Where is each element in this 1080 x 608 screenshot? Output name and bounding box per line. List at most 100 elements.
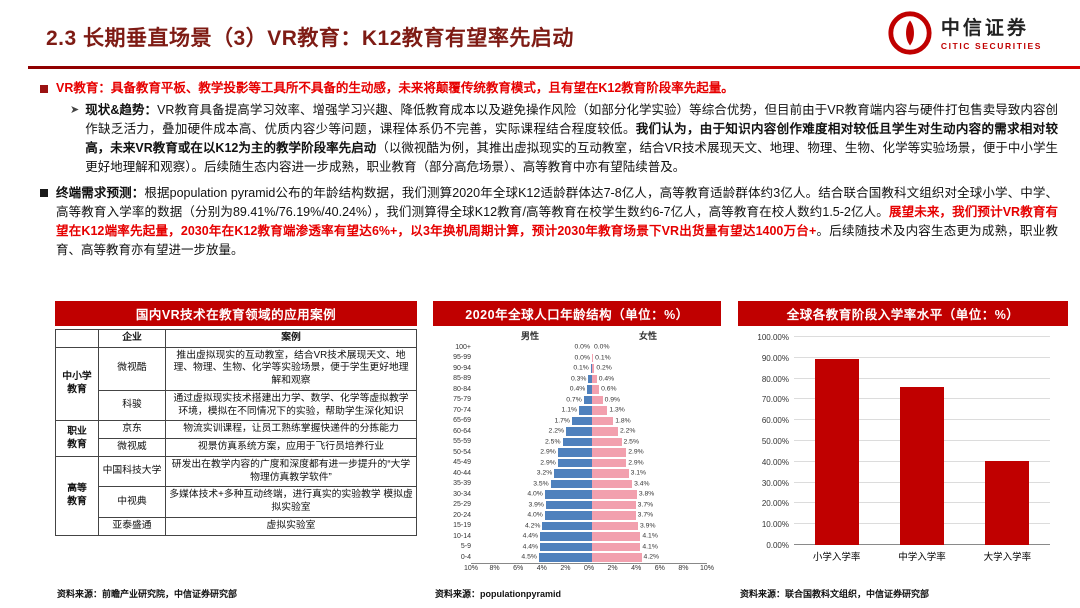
pyramid-row: 95-99 0.0% 0.1% — [439, 353, 715, 364]
pyramid-title: 2020年全球人口年龄结构（单位：%） — [433, 301, 721, 326]
logo-text-cn: 中信证券 — [940, 18, 1029, 40]
female-half: 0.0% — [592, 342, 710, 353]
female-bar — [592, 427, 618, 436]
male-bar — [538, 553, 592, 562]
x-tick-label: 6% — [513, 564, 524, 572]
female-half: 3.8% — [592, 489, 710, 500]
table-row: 中小学 教育 微视酷 推出虚拟现实的互动教室，结合VR技术展现天文、地理、物理、生物… — [55, 346, 417, 422]
female-bar — [592, 511, 636, 520]
male-half: 0.0% — [474, 342, 592, 353]
female-bar — [592, 385, 600, 394]
demand-forecast-seg2: 展望未来，我们预计VR教育有望在K12端率先起量，2030年在K12教育端渗透率… — [56, 204, 1058, 238]
bar-category-label: 中学入学率 — [898, 552, 946, 563]
male-value-label: 1.7% — [554, 417, 570, 425]
y-tick-label: 30.00% — [761, 478, 789, 488]
female-value-label: 0.0% — [594, 343, 610, 351]
pyramid-row: 85-89 0.3% 0.4% — [439, 374, 715, 385]
age-label: 60-64 — [453, 427, 471, 435]
female-bar — [592, 448, 627, 457]
pyramid-row: 70-74 1.1% 1.3% — [439, 405, 715, 416]
table-header-company: 企业 — [98, 329, 166, 348]
y-tick-label: 40.00% — [761, 457, 789, 467]
female-value-label: 3.7% — [637, 501, 654, 509]
table-row: 亚泰盛通 虚拟实验室 — [56, 516, 417, 536]
female-value-label: 2.9% — [628, 448, 644, 456]
table-case-cell: 多媒体技术+多种互动终端，进行真实的实验教学 模拟虚拟实验室 — [165, 486, 417, 518]
enrollment-bar-chart: 0.00% 10.00% 20.00% 30.00% 40.00% 50.00% 60.00… — [738, 333, 1068, 563]
bar-category-label: 小学入学率 — [812, 552, 861, 563]
pyramid-row: 80-84 0.4% 0.6% — [439, 384, 715, 395]
female-bar — [592, 353, 594, 362]
female-half: 0.2% — [592, 363, 710, 374]
gridline — [794, 336, 1050, 337]
x-tick-label: 4% — [536, 564, 547, 572]
female-half: 2.2% — [592, 426, 710, 437]
female-value-label: 1.8% — [615, 417, 631, 425]
table-row: 职业 教育 京东 物流实训课程，让员工熟练掌握快递件的分拣能力 — [55, 420, 417, 457]
male-value-label: 0.0% — [574, 354, 591, 362]
female-value-label: 0.2% — [596, 364, 612, 372]
bullet1-text: VR教育：具备教育平板、教学投影等工具所不具备的生动感，未来将颠覆传统教育模式，… — [56, 81, 734, 95]
enrollment-chart-title: 全球各教育阶段入学率水平（单位：%） — [738, 301, 1068, 326]
female-half: 4.1% — [592, 531, 710, 542]
female-half: 2.9% — [592, 458, 710, 469]
male-half: 1.1% — [474, 405, 592, 416]
pyramid-row: 75-79 0.7% 0.9% — [439, 395, 715, 406]
male-label: 男性 — [520, 331, 539, 341]
table-row: 科骏 通过虚拟现实技术搭建出力学、数学、化学等虚拟教学环境，模拟在不同情况下的实验… — [56, 389, 417, 422]
pyramid-row: 10-14 4.4% 4.1% — [439, 531, 715, 542]
logo-text-en: CITIC SECURITIES — [940, 41, 1042, 52]
pyramid-row: 15-19 4.2% 3.9% — [439, 521, 715, 532]
table-source: 资料来源：前瞻产业研究院，中信证券研究部 — [57, 589, 238, 599]
female-half: 1.3% — [592, 405, 710, 416]
male-bar — [566, 427, 592, 436]
x-tick-label: 2% — [560, 564, 571, 572]
bullet-status-trend: ➤ 现状&趋势：VR教育具备提高学习效率、增强学习兴趣、降低教育成本以及避免操作… — [70, 101, 1058, 177]
male-value-label: 2.5% — [545, 438, 561, 446]
female-value-label: 4.2% — [643, 553, 660, 561]
demand-forecast-label: 终端需求预测： — [56, 185, 145, 200]
male-half: 2.2% — [474, 426, 592, 437]
pyramid-row: 100+ 0.0% 0.0% — [439, 342, 715, 353]
male-bar — [571, 416, 592, 425]
male-value-label: 4.4% — [522, 543, 539, 551]
age-label: 0-4 — [460, 553, 471, 561]
status-trend-seg2: 我们认为，由于知识内容创作难度相对较低且学生对生动内容的需求相对较高，未来VR教… — [85, 121, 1058, 155]
male-bar — [557, 448, 592, 457]
x-tick-label: 6% — [654, 564, 665, 572]
citic-logo-icon — [887, 10, 933, 61]
x-tick-label: 8% — [678, 564, 689, 572]
citic-logo: 中信证券 CITIC SECURITIES — [887, 10, 1042, 61]
table-company-cell: 微视酷 — [98, 346, 166, 391]
female-bar — [592, 416, 614, 425]
female-half: 3.9% — [592, 521, 710, 532]
bar-大学入学率 — [985, 461, 1030, 545]
female-bar — [592, 395, 603, 404]
female-bar — [592, 542, 641, 551]
pyramid-row: 65-69 1.7% 1.8% — [439, 416, 715, 427]
x-tick-label: 8% — [489, 564, 500, 572]
male-bar — [588, 374, 592, 383]
age-label: 30-34 — [453, 490, 471, 498]
table-company-cell: 中视典 — [98, 486, 166, 518]
x-tick-label: 0% — [583, 564, 595, 572]
page-title: 2.3 长期垂直场景（3）VR教育：K12教育有望率先启动 — [46, 27, 574, 50]
age-label: 95-99 — [453, 354, 471, 362]
female-value-label: 4.1% — [642, 532, 658, 540]
female-bar — [592, 479, 633, 488]
male-value-label: 4.0% — [527, 490, 543, 498]
age-label: 50-54 — [453, 448, 471, 456]
male-bar — [587, 385, 592, 394]
male-bar — [544, 490, 592, 499]
table-case-cell: 视景仿真系统方案，应用于飞行员培养行业 — [165, 438, 417, 457]
bar-category-label: 大学入学率 — [983, 552, 1032, 563]
enrollment-source: 资料来源：联合国教科文组织，中信证券研究部 — [740, 589, 930, 599]
pyramid-row: 55-59 2.5% 2.5% — [439, 437, 715, 448]
male-value-label: 3.5% — [533, 480, 549, 488]
male-bar — [542, 521, 592, 530]
pyramid-source: 资料来源：populationpyramid — [435, 589, 562, 599]
table-company-cell: 科骏 — [98, 389, 166, 422]
x-tick-label: 2% — [607, 564, 618, 572]
male-value-label: 0.3% — [570, 375, 587, 383]
female-bar — [592, 374, 597, 383]
